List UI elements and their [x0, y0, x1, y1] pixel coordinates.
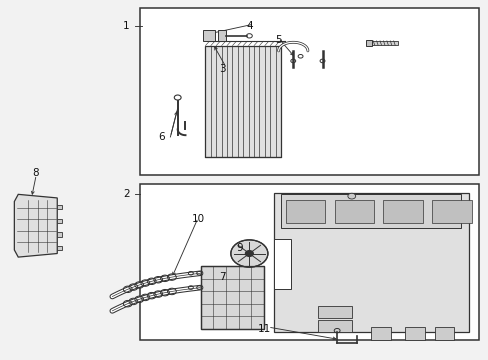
Bar: [57, 232, 61, 237]
Bar: [203, 31, 215, 41]
Bar: [317, 306, 351, 318]
Text: 9: 9: [236, 243, 243, 253]
Text: 1: 1: [123, 21, 129, 31]
Text: 2: 2: [123, 189, 129, 199]
Bar: [140, 8, 478, 175]
Bar: [200, 266, 264, 329]
Bar: [317, 320, 351, 332]
Text: 3: 3: [219, 64, 225, 74]
Text: 11: 11: [257, 324, 270, 334]
Bar: [434, 327, 453, 339]
Bar: [431, 200, 471, 223]
Text: 4: 4: [245, 21, 252, 31]
Bar: [370, 327, 390, 339]
Bar: [405, 327, 424, 339]
Bar: [205, 45, 281, 157]
Text: 5: 5: [275, 35, 282, 45]
Circle shape: [347, 193, 355, 199]
Bar: [57, 205, 61, 210]
Circle shape: [245, 251, 253, 256]
Text: 6: 6: [158, 132, 164, 142]
Text: 10: 10: [191, 215, 204, 224]
Bar: [57, 219, 61, 223]
Bar: [383, 200, 422, 223]
Bar: [366, 40, 371, 46]
Bar: [281, 194, 461, 228]
Circle shape: [230, 240, 267, 267]
Polygon shape: [14, 194, 57, 257]
Bar: [273, 239, 290, 289]
Text: 7: 7: [219, 272, 225, 282]
Text: 8: 8: [32, 168, 39, 178]
Bar: [285, 200, 325, 223]
Bar: [334, 200, 373, 223]
Bar: [57, 246, 61, 250]
Bar: [200, 266, 264, 329]
Bar: [217, 31, 226, 41]
Bar: [273, 193, 468, 332]
Bar: [140, 184, 478, 339]
Bar: [370, 41, 397, 45]
